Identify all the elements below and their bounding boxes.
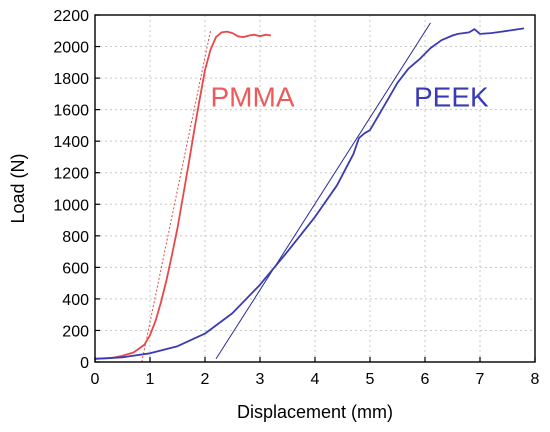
y-tick-label-2: 400 bbox=[62, 292, 89, 309]
x-tick-label-6: 6 bbox=[421, 371, 430, 388]
series-line-0 bbox=[94, 30, 272, 360]
x-tick-label-3: 3 bbox=[256, 371, 265, 388]
y-axis-ticks: 0 200 400 600 800 1000 1200 1400 1600 1800 2000 220… bbox=[53, 8, 100, 372]
x-tick-label-0: 0 bbox=[91, 371, 100, 388]
x-tick-label-5: 5 bbox=[366, 371, 375, 388]
y-tick-label-8: 1600 bbox=[53, 103, 89, 120]
tangent-lines bbox=[141, 22, 431, 363]
y-tick-label-6: 1200 bbox=[53, 166, 89, 183]
x-axis-title: Displacement (mm) bbox=[237, 402, 393, 422]
y-axis-title: Load (N) bbox=[8, 153, 28, 223]
grid-lines bbox=[95, 15, 535, 362]
y-tick-label-0: 0 bbox=[80, 355, 89, 372]
tangent-line-0 bbox=[141, 30, 211, 363]
series-line-1 bbox=[94, 27, 525, 360]
y-tick-label-9: 1800 bbox=[53, 71, 89, 88]
annotation-peek: PEEK bbox=[414, 81, 489, 112]
y-tick-label-4: 800 bbox=[62, 229, 89, 246]
annotation-pmma: PMMA bbox=[211, 81, 295, 112]
y-tick-label-5: 1000 bbox=[53, 197, 89, 214]
x-tick-label-7: 7 bbox=[476, 371, 485, 388]
y-tick-label-11: 2200 bbox=[53, 8, 89, 25]
x-axis-ticks: 0 1 2 3 4 5 6 7 8 bbox=[91, 357, 540, 388]
x-tick-label-2: 2 bbox=[201, 371, 210, 388]
x-tick-label-4: 4 bbox=[311, 371, 320, 388]
x-tick-label-1: 1 bbox=[146, 371, 155, 388]
y-tick-label-7: 1400 bbox=[53, 134, 89, 151]
y-tick-label-3: 600 bbox=[62, 260, 89, 277]
y-tick-label-1: 200 bbox=[62, 323, 89, 340]
x-tick-label-8: 8 bbox=[531, 371, 540, 388]
tangent-line-1 bbox=[215, 22, 431, 360]
y-tick-label-10: 2000 bbox=[53, 40, 89, 57]
plot-frame bbox=[94, 14, 536, 363]
data-series bbox=[94, 27, 525, 360]
